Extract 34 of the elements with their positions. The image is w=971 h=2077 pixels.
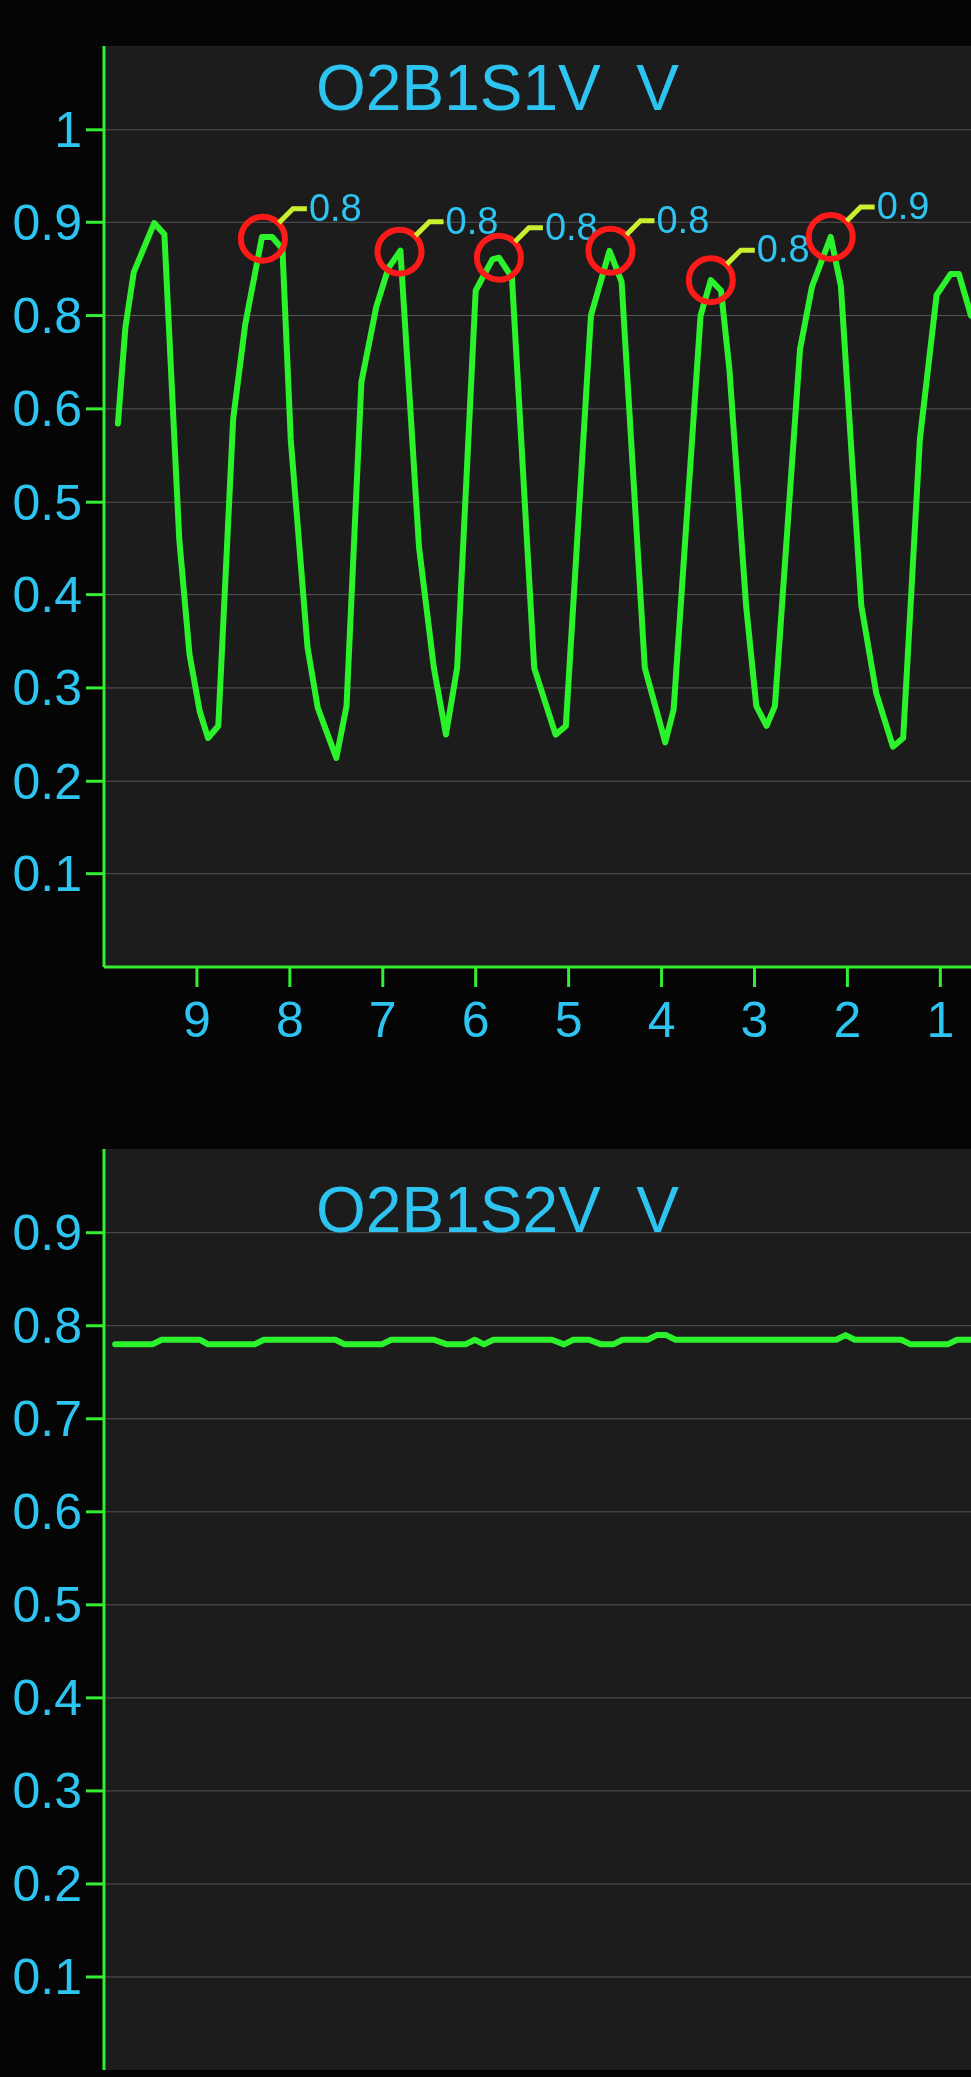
x-tick-label: 2 xyxy=(833,992,862,1048)
y-tick-label: 1 xyxy=(54,102,82,159)
x-tick-label: 4 xyxy=(647,992,676,1048)
y-tick-label: 0.6 xyxy=(12,381,82,438)
y-tick-label: 0.3 xyxy=(12,1763,82,1820)
y-tick-label: 0.4 xyxy=(12,567,82,624)
y-tick-label: 0.8 xyxy=(12,1298,82,1355)
x-tick-label: 7 xyxy=(368,992,397,1048)
y-tick-label: 0.1 xyxy=(12,1949,82,2006)
y-tick-label: 0.9 xyxy=(12,194,82,251)
y-tick-label: 0.9 xyxy=(12,1205,82,1262)
y-tick-label: 0.2 xyxy=(12,753,82,810)
annotation: 0.8 xyxy=(656,198,710,241)
y-tick-label: 0.1 xyxy=(12,846,82,903)
x-tick-label: 1 xyxy=(926,992,955,1048)
y-tick-label: 0.3 xyxy=(12,660,82,717)
x-tick-label: 3 xyxy=(740,992,769,1048)
annotation: 0.8 xyxy=(308,186,362,229)
x-tick-label: 5 xyxy=(554,992,583,1048)
x-tick-label: 6 xyxy=(461,992,490,1048)
y-tick-label: 0.7 xyxy=(12,1391,82,1448)
y-tick-label: 0.6 xyxy=(12,1484,82,1541)
y-tick-label: 0.5 xyxy=(12,474,82,531)
chart-title: O2B1S1V V xyxy=(316,52,680,124)
annotation: 0.8 xyxy=(445,199,499,242)
chart-title: O2B1S2V V xyxy=(316,1174,680,1246)
y-tick-label: 0.5 xyxy=(12,1577,82,1634)
annotation: 0.8 xyxy=(756,228,810,271)
y-tick-label: 0.2 xyxy=(12,1856,82,1913)
x-tick-label: 8 xyxy=(275,992,304,1048)
annotation: 0.9 xyxy=(876,184,930,227)
y-tick-label: 0.4 xyxy=(12,1670,82,1727)
x-tick-label: 9 xyxy=(183,992,211,1048)
y-tick-label: 0.8 xyxy=(12,288,82,345)
